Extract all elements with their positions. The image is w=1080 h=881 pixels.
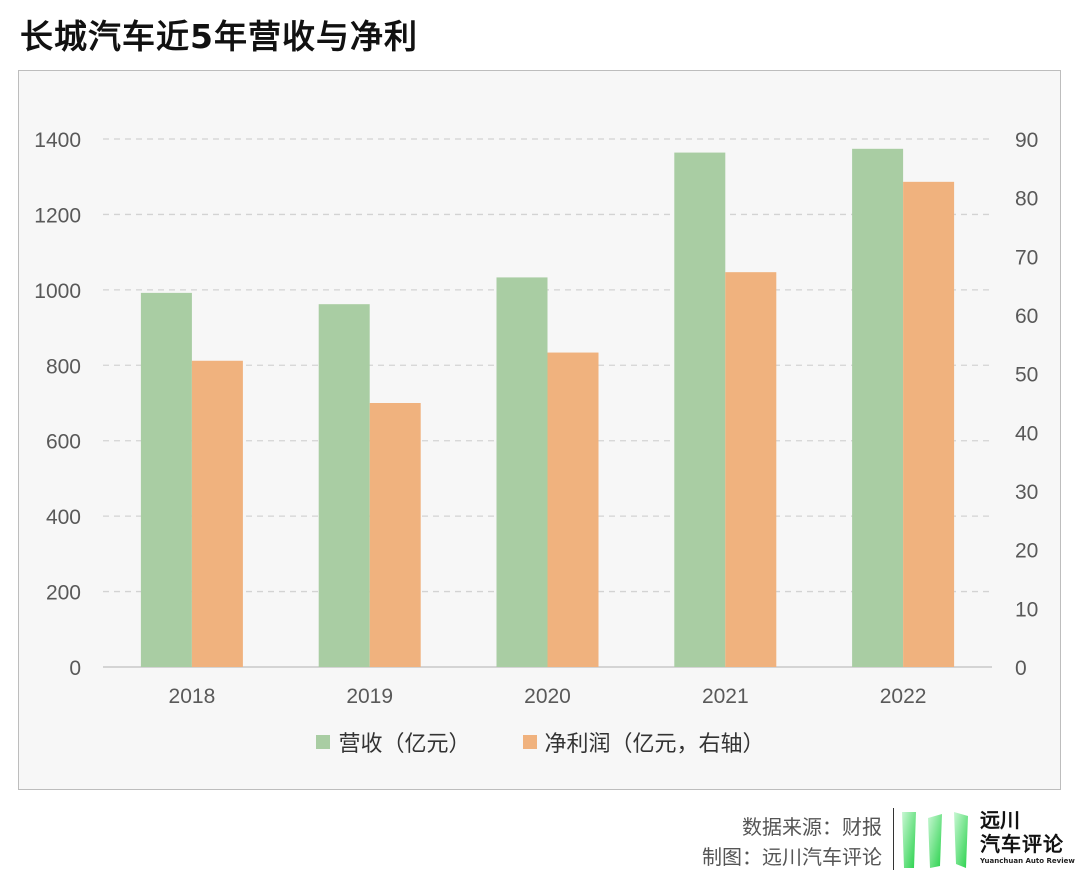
page-title: 长城汽车近5年营收与净利 (20, 17, 418, 56)
y-right-tick-label: 30 (1015, 481, 1038, 504)
bar-net-profit-2018 (191, 360, 243, 667)
bar-revenue-2019 (318, 304, 370, 667)
data-source-text: 数据来源：财报 (742, 815, 882, 839)
y-left-tick-label: 1000 (34, 280, 81, 303)
logo-divider (893, 808, 894, 870)
y-right-tick-label: 40 (1015, 422, 1038, 445)
bar-net-profit-2020 (547, 352, 599, 667)
y-left-tick-label: 600 (46, 431, 81, 454)
y-right-tick-label: 90 (1015, 129, 1038, 152)
y-right-tick-label: 0 (1015, 657, 1027, 680)
bar-revenue-2021 (674, 152, 726, 667)
y-right-tick-label: 80 (1015, 188, 1038, 211)
x-tick-label: 2019 (346, 685, 393, 708)
x-tick-label: 2020 (524, 685, 571, 708)
chart-maker-text: 制图：远川汽车评论 (702, 845, 882, 869)
logo-line-1: 远川 (980, 808, 1020, 832)
chart-legend: 营收（亿元） 净利润（亿元，右轴） (19, 726, 1062, 758)
y-right-tick-label: 60 (1015, 305, 1038, 328)
legend-item-profit: 净利润（亿元，右轴） (522, 726, 765, 758)
bar-revenue-2022 (852, 148, 904, 667)
y-right-tick-label: 50 (1015, 364, 1038, 387)
legend-item-revenue: 营收（亿元） (316, 726, 471, 758)
x-tick-label: 2018 (169, 685, 216, 708)
bar-net-profit-2019 (369, 403, 421, 667)
brand-logo-icon (902, 812, 968, 868)
x-tick-label: 2022 (880, 685, 927, 708)
chart-frame: 0 200 400 600 800 1000 1200 1400 0 10 20 30 40 50 60 70… (18, 70, 1061, 790)
y-right-tick-label: 20 (1015, 540, 1038, 563)
logo-line-2: 汽车评论 (980, 832, 1064, 856)
y-left-tick-label: 200 (46, 582, 81, 605)
legend-label-profit: 净利润（亿元，右轴） (544, 732, 765, 757)
y-left-tick-label: 0 (69, 657, 81, 680)
y-left-tick-label: 800 (46, 355, 81, 378)
y-left-tick-label: 400 (46, 506, 81, 529)
legend-swatch-profit (522, 735, 537, 749)
legend-swatch-revenue (316, 735, 331, 749)
bar-revenue-2020 (496, 277, 548, 667)
legend-label-revenue: 营收（亿元） (338, 732, 471, 757)
bar-revenue-2018 (140, 292, 192, 667)
y-right-tick-label: 70 (1015, 246, 1038, 269)
brand-logo-text: 远川 汽车评论 Yuanchuan Auto Review (980, 808, 1075, 866)
y-left-tick-label: 1400 (34, 129, 81, 152)
y-left-tick-label: 1200 (34, 204, 81, 227)
bar-net-profit-2021 (725, 272, 777, 667)
footer-credits: 数据来源：财报 制图：远川汽车评论 (702, 812, 882, 872)
bar-net-profit-2022 (903, 181, 955, 667)
x-tick-label: 2021 (702, 685, 749, 708)
y-right-tick-label: 10 (1015, 598, 1038, 621)
logo-english: Yuanchuan Auto Review (980, 857, 1075, 865)
chart-svg: 0 200 400 600 800 1000 1200 1400 0 10 20 30 40 50 60 70… (34, 129, 1038, 708)
